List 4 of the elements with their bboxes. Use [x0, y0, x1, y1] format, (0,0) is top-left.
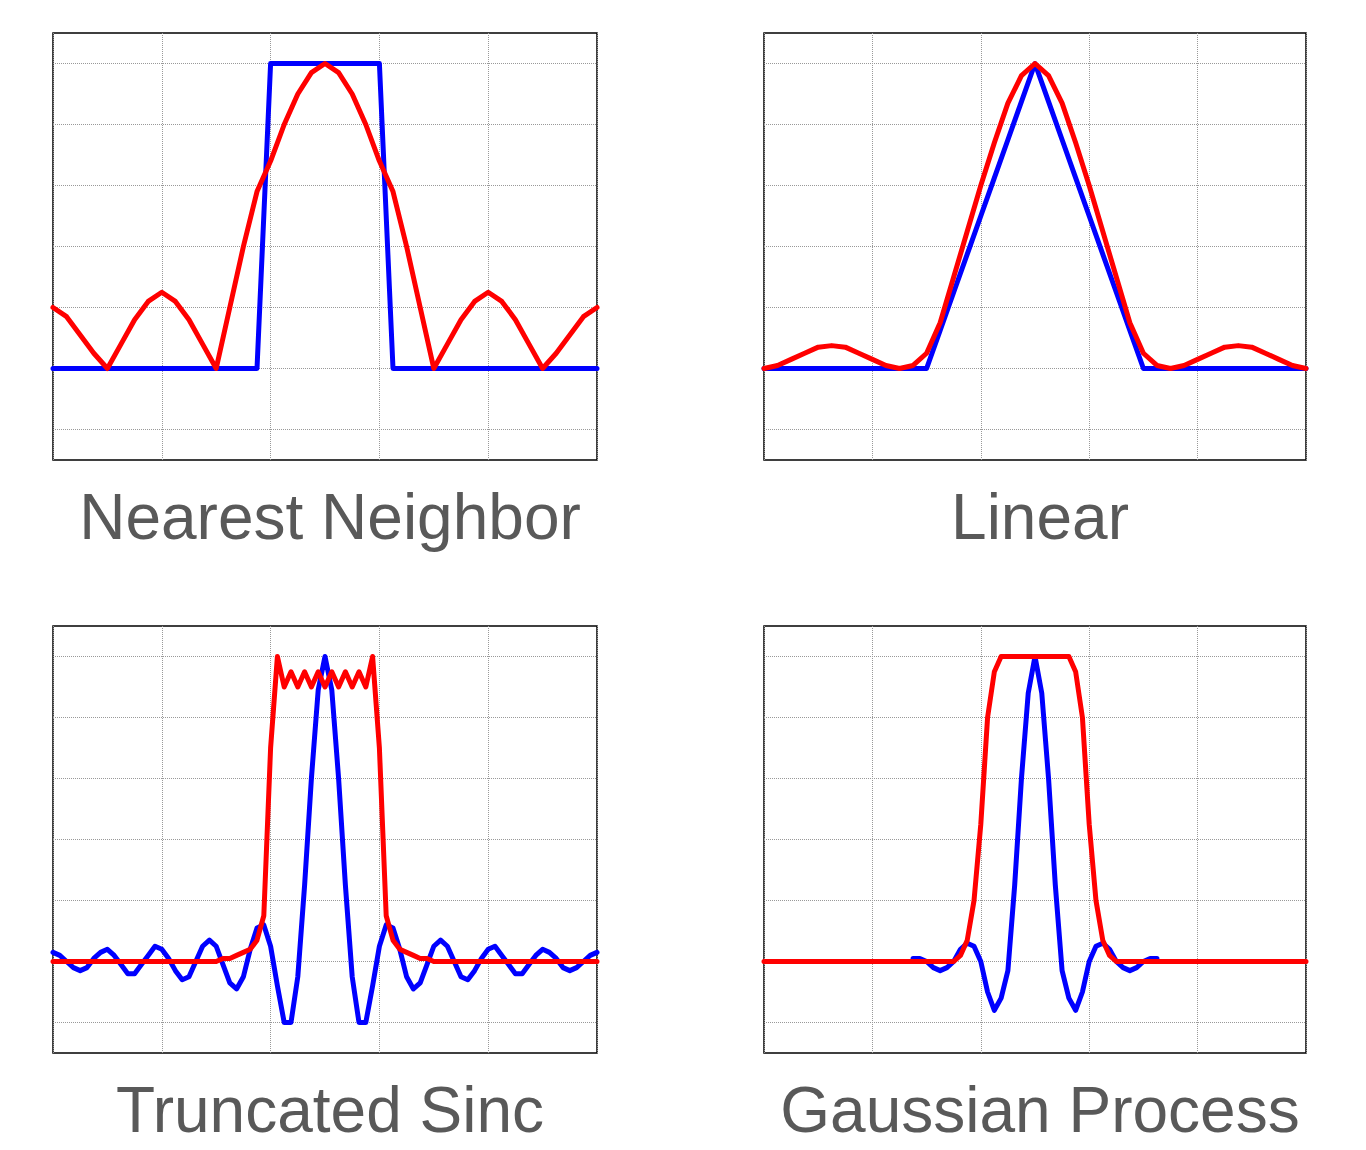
text: Linear	[951, 481, 1129, 553]
text: Gaussian Process	[780, 1074, 1300, 1146]
text: Nearest Neighbor	[79, 481, 581, 553]
text: Truncated Sinc	[115, 1074, 545, 1146]
